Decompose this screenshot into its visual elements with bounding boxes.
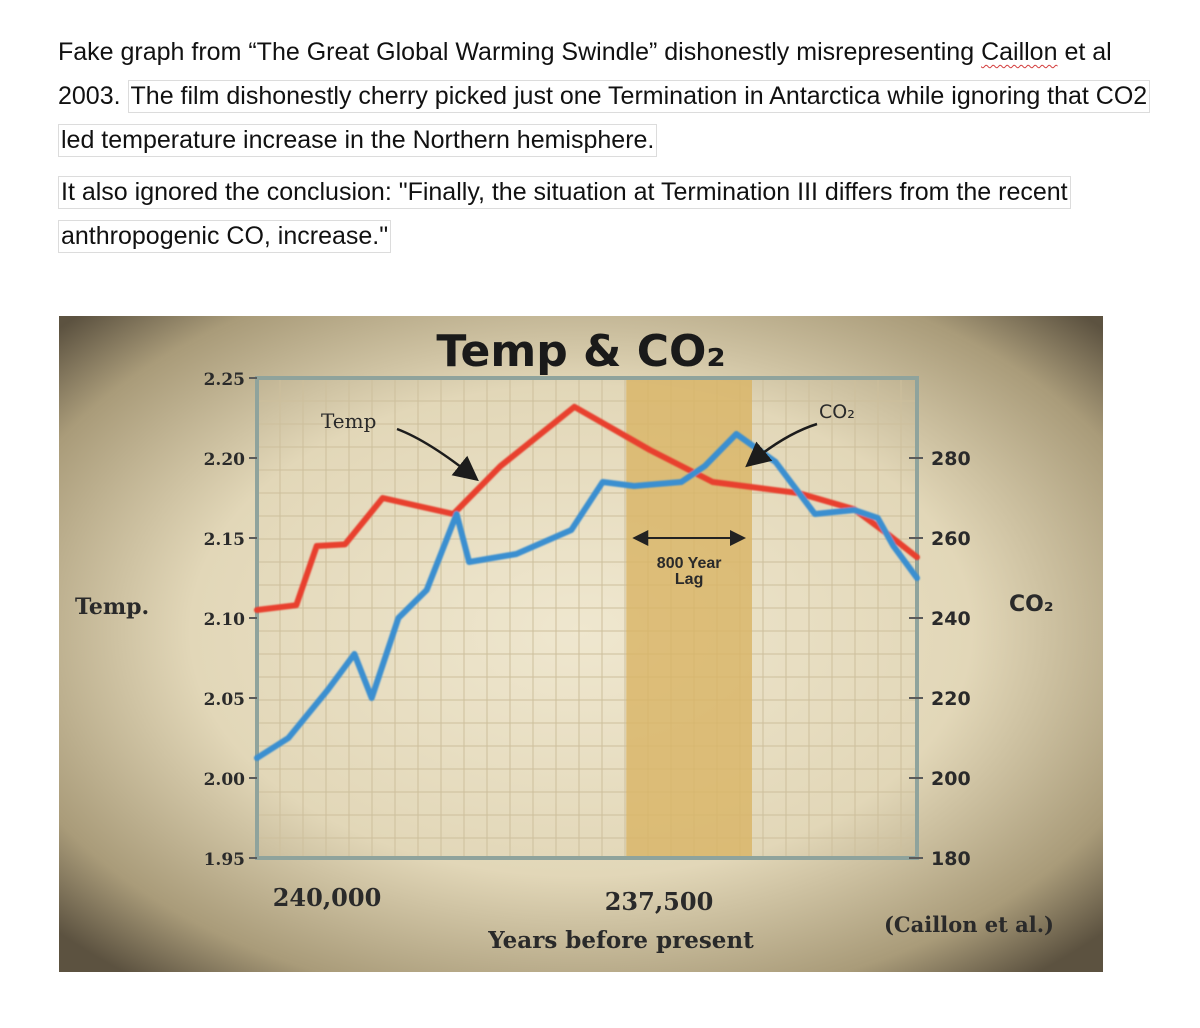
citation-word: Caillon	[981, 38, 1058, 66]
lag-annotation: 800 Year Lag	[632, 530, 746, 588]
para1-intro: Fake graph from “The Great Global Warmin…	[58, 38, 982, 66]
x-axis-label: Years before present	[487, 927, 754, 954]
co2-callout-arrow	[745, 422, 818, 468]
right-axis-tick-label: 180	[931, 848, 971, 870]
x-tick-label-240000: 240,000	[273, 883, 382, 912]
right-axis-tick-label: 240	[931, 608, 971, 630]
paragraph-1: Fake graph from “The Great Global Warmin…	[58, 30, 1168, 162]
left-axis-tick-label: 2.15	[204, 530, 245, 550]
source-note: (Caillon et al.)	[884, 912, 1054, 937]
co2-callout-label: CO₂	[819, 401, 855, 423]
right-axis-tick-label: 200	[931, 768, 971, 790]
left-axis-tick-label: 2.20	[204, 450, 246, 470]
temp-callout-arrow	[396, 427, 479, 482]
y-axis-label-right: CO₂	[1009, 592, 1053, 617]
x-tick-label-237500: 237,500	[605, 887, 714, 916]
left-axis-tick-label: 2.00	[204, 770, 246, 790]
lag-shaded-region	[626, 378, 752, 858]
paragraph-2: It also ignored the conclusion: "Finally…	[58, 170, 1168, 258]
para2-highlighted-text: It also ignored the conclusion: "Finally…	[58, 176, 1071, 253]
right-axis-tick-label: 280	[931, 448, 971, 470]
series-line-co2	[254, 431, 920, 761]
left-axis-tick-label: 1.95	[204, 850, 245, 870]
chart-background	[59, 316, 1103, 972]
lag-label-line2: Lag	[675, 571, 703, 588]
series-lines	[254, 403, 920, 761]
left-axis-tick-label: 2.05	[204, 690, 245, 710]
right-axis-tick-label: 220	[931, 688, 971, 710]
left-axis-tick-label: 2.25	[204, 370, 245, 390]
para1-after-citation: et al 2003.	[58, 38, 1112, 110]
axis-ticks: 2.25 2.20 2.15 2.10 2.05 2.00 1.95 280 260 240 220…	[204, 370, 971, 870]
chart-title: Temp & CO₂	[436, 326, 725, 377]
lag-label-line1: 800 Year	[657, 555, 722, 572]
right-axis-tick-label: 260	[931, 528, 971, 550]
series-callouts: Temp CO₂	[321, 401, 855, 482]
left-axis-tick-label: 2.10	[204, 610, 246, 630]
y-axis-label-left: Temp.	[75, 594, 149, 620]
temp-callout-label: Temp	[321, 409, 376, 433]
document-text: Fake graph from “The Great Global Warmin…	[58, 30, 1168, 266]
temp-co2-chart: 800 Year Lag 2.25 2.20 2.15 2.10 2.05 2.00 1.9…	[59, 316, 1103, 972]
chart-figure: 800 Year Lag 2.25 2.20 2.15 2.10 2.05 2.00 1.9…	[59, 316, 1103, 972]
para1-highlighted-text: The film dishonestly cherry picked just …	[58, 80, 1151, 157]
series-line-temp	[254, 403, 920, 613]
